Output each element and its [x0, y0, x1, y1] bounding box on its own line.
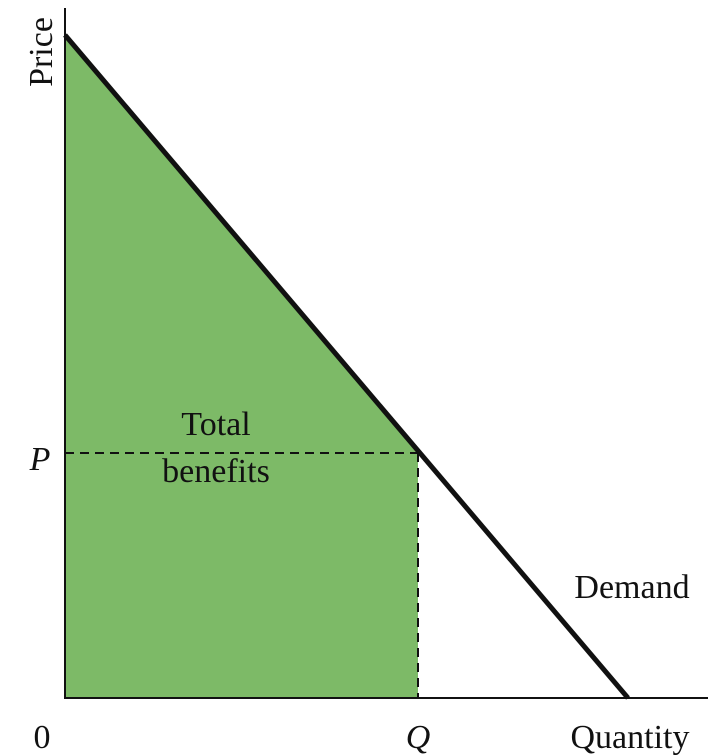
origin-label: 0 [34, 719, 51, 756]
x-axis-label: Quantity [571, 719, 690, 756]
benefit-area [65, 35, 418, 698]
curve-label: Demand [574, 569, 689, 606]
area-label: Total [181, 406, 250, 443]
demand-curve [63, 33, 630, 700]
quantity-label: Q [406, 719, 431, 756]
y-axis-label: Price [23, 17, 60, 87]
price-label: P [29, 441, 51, 478]
area-label: benefits [162, 453, 270, 490]
